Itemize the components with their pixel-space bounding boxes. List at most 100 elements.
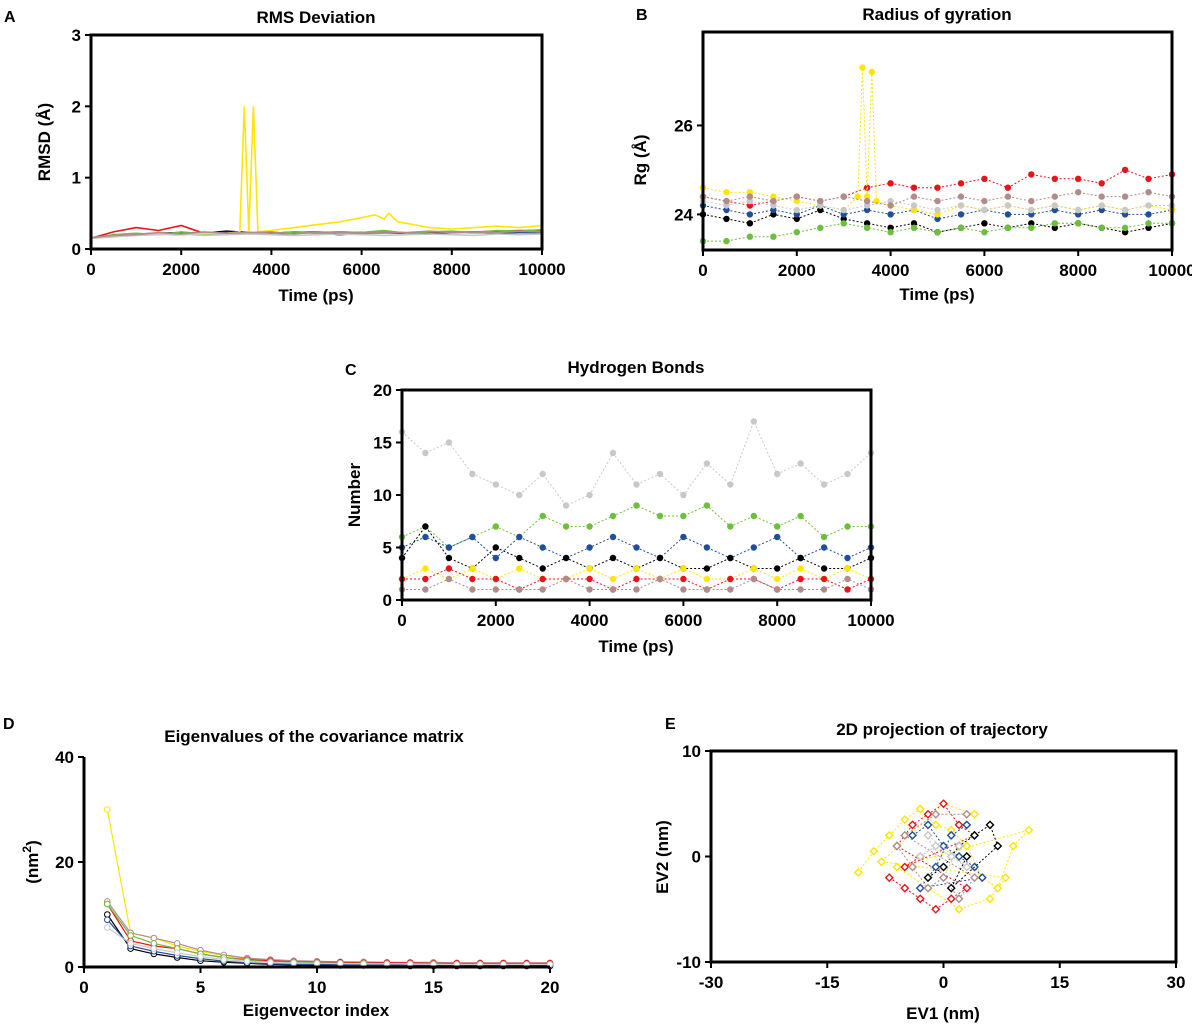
panel-c-point-yellow-5 <box>516 565 523 572</box>
panel-c-point-blue-6 <box>539 544 546 551</box>
panel-b-point-blue-16 <box>1075 211 1082 218</box>
panel-d-point-blue-0 <box>104 916 111 924</box>
panel-b-point-green-4 <box>793 229 800 236</box>
panel-c-point-gray-1 <box>422 449 429 457</box>
panel-a-xlabel: Time (ps) <box>278 286 353 305</box>
panel-c-point-mauve-4 <box>492 586 499 593</box>
panel-b-point-green-11 <box>957 224 965 231</box>
panel-b-point-mauve-2 <box>746 193 754 200</box>
panel-c-point-blue-5 <box>516 533 523 541</box>
panel-e-point-red-7 <box>908 820 917 830</box>
panel-c-point-gray-17 <box>797 460 804 467</box>
panel-e-point-mauve-6 <box>900 830 910 840</box>
panel-e-xtick-label-2: 0 <box>939 973 948 992</box>
panel-e-point-red-8 <box>923 809 933 819</box>
panel-d-line-black <box>106 914 550 967</box>
panel-b-point-green-12 <box>981 229 988 236</box>
panel-e-point-blue-7 <box>931 862 941 872</box>
panel-e-xtick-label-3: 15 <box>1050 973 1069 992</box>
panel-c-point-green-11 <box>656 512 664 520</box>
panel-b-point-red-10 <box>934 184 941 191</box>
panel-b-point-gray-7 <box>863 202 871 209</box>
panel-c-point-gray-10 <box>633 481 640 488</box>
panel-c-point-yellow-1 <box>422 565 429 572</box>
panel-e-point-gray-4 <box>923 830 933 840</box>
panel-c-point-mauve-14 <box>727 586 734 593</box>
panel-b-point-yellow-2 <box>746 189 754 196</box>
panel-d-xlabel: Eigenvector index <box>243 1001 390 1020</box>
panel-b-point-gray-17 <box>1098 202 1105 209</box>
panel-e-point-black-4 <box>985 820 995 830</box>
panel-d-point-gray-0 <box>104 924 111 931</box>
panel-b-point-gray-13 <box>1004 202 1012 209</box>
panel-label-d: D <box>3 716 15 733</box>
panel-c-point-mauve-18 <box>820 586 828 593</box>
panel-d-xtick-label-3: 15 <box>424 978 443 997</box>
panel-c-point-black-16 <box>774 565 781 572</box>
panel-e-series-blue <box>908 820 987 893</box>
panel-c-point-mauve-16 <box>774 586 781 593</box>
panel-c-xtick-label-1: 2000 <box>477 611 515 630</box>
panel-c-point-green-19 <box>844 523 851 530</box>
panel-b-point-green-14 <box>1028 224 1035 231</box>
panel-c-point-green-9 <box>609 512 617 520</box>
panel-b-point-red-14 <box>1028 171 1035 178</box>
panel-d-ylabel: (nm2) <box>20 840 42 884</box>
panel-d-point-gray-1 <box>127 940 134 947</box>
panel-c-point-red-19 <box>844 586 851 593</box>
panel-b-point-mauve-9 <box>910 193 918 200</box>
panel-e-xtick-label-1: -15 <box>815 973 840 992</box>
panel-e-ylabel: EV2 (nm) <box>653 820 672 894</box>
panel-b-point-mauve-16 <box>1075 189 1082 196</box>
panel-c-point-gray-19 <box>844 470 851 478</box>
panel-e-xtick-label-0: -30 <box>699 973 724 992</box>
panel-c-point-gray-14 <box>727 481 734 488</box>
panel-b-point-mauve-3 <box>770 197 777 205</box>
panel-e-point-black-0 <box>923 873 933 883</box>
panel-d-ytick-label-2: 40 <box>55 748 74 767</box>
panel-c-point-green-14 <box>727 523 734 530</box>
panel-c-point-red-8 <box>586 575 593 583</box>
panel-b-point-blue-11 <box>957 211 965 218</box>
panel-e-point-mauve-3 <box>939 873 948 883</box>
panel-c-point-yellow-15 <box>750 565 757 572</box>
panel-c-point-red-12 <box>680 575 687 583</box>
panel-e-point-gray-0 <box>915 852 925 861</box>
panel-e-line-blue <box>912 824 984 889</box>
panel-c-point-green-12 <box>680 512 687 520</box>
panel-d-point-gray-6 <box>243 957 251 965</box>
panel-c-point-black-13 <box>703 565 711 572</box>
panel-d-point-black-0 <box>104 911 111 918</box>
panel-b-point-green-7 <box>863 224 871 231</box>
panel-b-point-red-2 <box>746 202 754 209</box>
panel-c-point-blue-13 <box>703 544 711 551</box>
panel-d-xtick-label-2: 10 <box>308 978 327 997</box>
panel-e-point-blue-0 <box>908 830 917 840</box>
panel-b-series-mauve <box>699 189 1176 209</box>
panel-e-point-yellow-16 <box>877 857 886 867</box>
panel-c-point-red-18 <box>820 575 828 583</box>
panel-c-point-green-4 <box>492 523 499 530</box>
panel-a-xtick-label-1: 2000 <box>162 260 200 279</box>
panel-b-point-green-16 <box>1075 220 1082 227</box>
panel-c-point-blue-10 <box>633 544 640 551</box>
panel-c-point-green-16 <box>774 523 781 530</box>
panel-c-point-blue-15 <box>750 544 757 551</box>
panel-c-point-yellow-17 <box>797 565 804 572</box>
panel-c-point-blue-9 <box>609 533 617 541</box>
panel-c-line-mauve <box>402 578 872 590</box>
panel-d-ytick-label-0: 0 <box>65 958 74 977</box>
panel-e-series <box>853 799 1034 914</box>
panel-b-point-black-19 <box>1145 224 1152 231</box>
panel-c-point-blue-16 <box>774 533 781 541</box>
panel-b-line-blue <box>702 204 1173 220</box>
panel-e-point-yellow-0 <box>853 867 863 877</box>
panel-c-point-black-5 <box>516 554 523 562</box>
panel-c-point-gray-9 <box>609 449 617 457</box>
panel-e-series-mauve <box>892 809 979 904</box>
panel-e-point-yellow-18 <box>970 809 979 819</box>
panel-d-series-mauve <box>104 898 554 967</box>
panel-a-line-yellow <box>90 106 543 240</box>
panel-e-point-black-3 <box>970 830 979 840</box>
panel-b-point-yellow-13 <box>910 206 918 214</box>
